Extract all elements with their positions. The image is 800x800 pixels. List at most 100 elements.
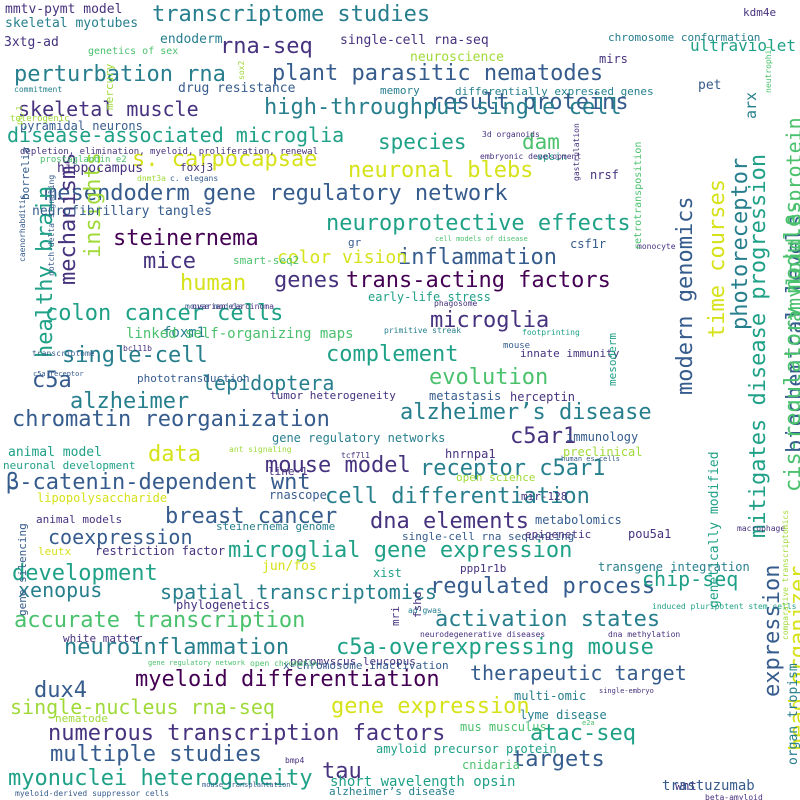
- word-134: nematode: [55, 712, 108, 725]
- word-188: retrotransposition: [633, 141, 644, 250]
- word-90: hippocampus: [57, 161, 144, 176]
- word-174: e2a: [582, 719, 595, 727]
- word-75: skeletal myotubes: [5, 16, 139, 31]
- word-76: 3xtg-ad: [4, 35, 59, 50]
- word-1: rna-seq: [220, 34, 313, 59]
- word-21: microglia: [430, 308, 550, 333]
- word-178: beta-amyloid: [705, 793, 763, 800]
- word-5: high-throughput single cell: [264, 95, 622, 120]
- word-180: sox2: [237, 60, 246, 80]
- word-31: data: [148, 442, 201, 467]
- word-111: neuronal development: [3, 459, 136, 472]
- word-106: immunology: [566, 430, 639, 444]
- word-141: alzheimer’s disease: [329, 785, 455, 798]
- word-99: linked self-organizing maps: [126, 326, 354, 342]
- word-88: kdm4e: [743, 6, 777, 19]
- word-189: mesoderm: [606, 333, 619, 386]
- word-109: line-1: [268, 465, 308, 478]
- word-182: neutrophil: [764, 44, 773, 93]
- word-54: single-nucleus rna-seq: [10, 695, 275, 719]
- word-2: result proteins: [430, 90, 629, 115]
- word-101: phototransduction: [137, 372, 250, 385]
- word-0: transcriptome studies: [152, 2, 431, 27]
- word-143: tolerogenic: [10, 114, 70, 124]
- word-97: early-life stress: [368, 290, 491, 304]
- word-113: rnascope: [269, 488, 327, 502]
- word-162: c5a receptor: [33, 370, 84, 378]
- word-122: single-cell rna sequencing: [402, 530, 575, 543]
- word-10: s. carpocapsae: [132, 147, 318, 172]
- word-35: cell differentiation: [325, 484, 590, 509]
- word-114: mir-128: [521, 490, 568, 503]
- word-177: myeloid-derived suppressor cells: [15, 789, 170, 798]
- word-78: single-cell rna-seq: [340, 33, 489, 48]
- word-190: gene silencing: [16, 523, 29, 616]
- word-7: disease-associated microglia: [7, 123, 345, 147]
- word-116: animal models: [36, 513, 123, 526]
- word-19: trans-acting factors: [346, 268, 611, 293]
- word-84: drug resistance: [178, 81, 296, 96]
- word-74: mmtv-pymt model: [5, 2, 123, 17]
- word-192: fshd: [411, 591, 424, 619]
- word-18: genes: [274, 268, 341, 293]
- word-58: xenopus: [18, 578, 103, 602]
- word-153: gr: [348, 236, 362, 249]
- word-115: open science: [456, 471, 536, 484]
- word-150: embryonic development: [480, 152, 582, 161]
- word-15: mice: [143, 249, 196, 274]
- word-127: transgene integration: [598, 560, 750, 574]
- word-64: time courses: [705, 179, 730, 338]
- word-124: jun/fos: [262, 559, 317, 574]
- word-133: lyme disease: [520, 708, 607, 722]
- word-93: neurofibrillary tangles: [32, 204, 213, 219]
- word-159: footprinting: [522, 328, 580, 337]
- word-46: myeloid differentiation: [135, 667, 440, 692]
- word-12: mesendoderm gene regulatory network: [44, 181, 508, 206]
- word-71: amyloid β-protein: [782, 117, 800, 322]
- word-98: foxm1: [163, 325, 206, 341]
- word-102: tumor heterogeneity: [270, 389, 396, 402]
- word-120: leutx: [38, 545, 72, 558]
- word-72: genetically modified: [707, 451, 722, 608]
- word-96: smart-seq2: [233, 254, 300, 267]
- word-24: c5a: [32, 368, 72, 393]
- word-63: modern genomics: [673, 196, 698, 395]
- word-184: borrelia: [19, 147, 32, 200]
- word-166: macrophage: [737, 524, 786, 533]
- word-149: opsin: [537, 152, 568, 163]
- word-173: single-embryo: [599, 687, 654, 695]
- word-155: ovarian carcinoma: [192, 302, 274, 311]
- word-34: β-catenin-dependent wnt: [6, 470, 311, 495]
- word-165: human es cells: [561, 455, 621, 463]
- word-16: inflammation: [398, 245, 557, 270]
- word-138: short wavelength opsin: [330, 774, 516, 790]
- word-53: atac-seq: [530, 721, 636, 746]
- word-26: lepidoptera: [202, 371, 335, 395]
- word-126: xist: [373, 566, 402, 580]
- word-25: evolution: [429, 365, 549, 390]
- word-170: dna methylation: [608, 630, 681, 639]
- word-123: epigenetic: [525, 528, 592, 541]
- word-37: dna elements: [370, 509, 529, 534]
- word-52: targets: [512, 747, 605, 772]
- word-56: therapeutic target: [470, 661, 687, 685]
- word-112: lipopolysaccharide: [37, 491, 168, 505]
- word-51: tau: [322, 759, 362, 784]
- word-14: steinernema: [113, 226, 259, 251]
- word-140: trastuzumab: [662, 778, 755, 794]
- word-147: c. elegans: [170, 174, 219, 183]
- word-89: pyramidal neurons: [20, 119, 143, 133]
- word-146: dnmt3a: [137, 174, 166, 183]
- word-47: dux4: [34, 678, 87, 703]
- word-131: x-chromosome inactivation: [283, 659, 449, 672]
- word-144: depletion, elimination, myeloid, prolife…: [20, 147, 319, 157]
- word-193: comparative transcriptomics: [781, 509, 790, 640]
- word-119: pou5a1: [628, 527, 672, 541]
- word-59: chip-seq: [642, 567, 739, 591]
- word-81: mirs: [599, 52, 628, 66]
- word-49: numerous transcription factors: [48, 721, 446, 746]
- word-91: foxj3: [180, 161, 214, 174]
- word-3: perturbation rna: [14, 62, 226, 87]
- word-128: phylogenetics: [176, 598, 270, 612]
- word-94: color vision: [277, 247, 408, 268]
